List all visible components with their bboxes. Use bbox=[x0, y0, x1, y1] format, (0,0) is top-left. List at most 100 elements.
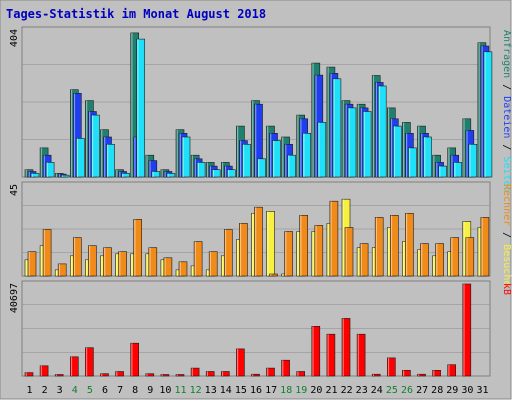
bar-kb-day-2 bbox=[39, 365, 49, 377]
bar-rechner-day-15 bbox=[239, 223, 248, 277]
panel-mid: 45 Rechner / Besuche bbox=[9, 181, 512, 286]
x-label-day-11: 11 bbox=[174, 385, 186, 396]
bar-highlight bbox=[448, 364, 450, 376]
bar-highlight bbox=[360, 243, 362, 276]
bar-rechner-day-22 bbox=[344, 227, 354, 277]
bar-highlight bbox=[372, 75, 374, 177]
bar-highlight bbox=[107, 144, 109, 177]
bar-highlight bbox=[104, 247, 106, 276]
bar-highlight bbox=[89, 111, 91, 177]
bar-kb-day-18 bbox=[281, 359, 290, 377]
bar-rechner-day-16 bbox=[254, 206, 263, 277]
bar-highlight bbox=[179, 261, 181, 276]
bar-seiten-day-10 bbox=[166, 173, 176, 178]
x-label-day-6: 6 bbox=[102, 385, 108, 396]
bar-highlight bbox=[119, 251, 121, 276]
bar-highlight bbox=[330, 73, 332, 177]
bar-highlight bbox=[312, 63, 314, 177]
x-label-day-26: 26 bbox=[401, 385, 413, 396]
bar-highlight bbox=[288, 155, 290, 177]
bar-highlight bbox=[318, 122, 320, 177]
bar-highlight bbox=[285, 144, 287, 177]
x-axis-labels: 1 2 3 4 5 6 7 8 9 10 11 12 13 14 15 16 17 18 19 20 21 22 23 24 2… bbox=[26, 385, 488, 396]
bar-highlight bbox=[330, 201, 332, 276]
bar-rechner-day-3 bbox=[57, 263, 67, 277]
bar-rechner-day-10 bbox=[163, 257, 173, 277]
bar-seiten-day-7 bbox=[121, 173, 130, 178]
bar-highlight bbox=[243, 144, 245, 177]
bar-highlight bbox=[466, 130, 468, 177]
x-label-day-20: 20 bbox=[310, 385, 322, 396]
bar-highlight bbox=[46, 162, 48, 177]
bar-highlight bbox=[131, 343, 133, 376]
bar-highlight bbox=[70, 255, 73, 276]
x-label-day-31: 31 bbox=[476, 385, 488, 396]
bar-highlight bbox=[342, 100, 344, 177]
x-label-day-5: 5 bbox=[87, 385, 93, 396]
bar-highlight bbox=[255, 207, 257, 276]
bar-highlight bbox=[164, 257, 166, 276]
bar-highlight bbox=[451, 237, 453, 276]
bar-highlight bbox=[176, 129, 178, 177]
bar-highlight bbox=[55, 173, 57, 177]
legend-entry: Rechner bbox=[501, 184, 512, 226]
chart-title: Tages-Statistik im Monat August 2018 bbox=[6, 7, 266, 21]
panel-top: 404 Anfragen / Dateien / Seiten bbox=[9, 26, 512, 193]
bar-highlight bbox=[161, 374, 163, 376]
bar-kb-day-20 bbox=[311, 325, 321, 377]
bar-highlight bbox=[421, 243, 423, 276]
bar-rechner-day-27 bbox=[420, 243, 429, 277]
bar-highlight bbox=[463, 118, 465, 177]
bar-highlight bbox=[146, 155, 148, 177]
bar-highlight bbox=[282, 274, 284, 276]
bar-kb-day-6 bbox=[100, 373, 109, 377]
bar-seiten-day-2 bbox=[45, 162, 55, 178]
legend-entry: / bbox=[501, 138, 512, 156]
bar-kb-day-29 bbox=[447, 364, 457, 377]
bar-highlight bbox=[92, 115, 94, 177]
bar-highlight bbox=[300, 215, 302, 276]
bar-seiten-day-20 bbox=[317, 122, 327, 178]
bar-highlight bbox=[252, 213, 254, 276]
x-label-day-19: 19 bbox=[295, 385, 307, 396]
bar-kb-day-9 bbox=[145, 373, 155, 377]
bar-highlight bbox=[267, 211, 269, 276]
bar-rechner-day-1 bbox=[27, 251, 37, 277]
x-label-day-8: 8 bbox=[132, 385, 138, 396]
bar-highlight bbox=[463, 284, 465, 376]
bar-seiten-day-14 bbox=[227, 169, 236, 178]
bar-highlight bbox=[146, 373, 148, 376]
bar-highlight bbox=[433, 370, 435, 376]
bar-rechner-day-2 bbox=[42, 229, 52, 277]
bar-rechner-day-31 bbox=[480, 217, 490, 277]
bar-highlight bbox=[122, 173, 124, 177]
bar-highlight bbox=[58, 174, 60, 177]
bar-highlight bbox=[176, 374, 178, 376]
bar-kb-day-22 bbox=[341, 318, 351, 377]
bar-kb-day-7 bbox=[115, 371, 124, 377]
bar-highlight bbox=[345, 227, 347, 276]
bar-rechner-day-6 bbox=[103, 247, 112, 277]
x-label-day-21: 21 bbox=[325, 385, 337, 396]
bar-highlight bbox=[451, 155, 453, 177]
bar-highlight bbox=[270, 133, 272, 177]
panel-bot: 40697 kB bbox=[9, 280, 512, 377]
bar-highlight bbox=[167, 173, 169, 177]
legend-entry: kB bbox=[501, 283, 512, 295]
x-label-day-2: 2 bbox=[42, 385, 48, 396]
bar-highlight bbox=[70, 356, 73, 376]
bar-highlight bbox=[448, 147, 450, 177]
bar-kb-day-16 bbox=[251, 373, 260, 377]
bar-highlight bbox=[28, 171, 30, 177]
bar-kb-day-21 bbox=[326, 333, 336, 377]
bar-highlight bbox=[134, 137, 136, 177]
bar-highlight bbox=[206, 269, 208, 276]
bar-highlight bbox=[182, 137, 184, 177]
bar-kb-day-1 bbox=[24, 372, 34, 377]
bar-highlight bbox=[191, 368, 193, 376]
bar-highlight bbox=[137, 39, 139, 177]
bar-seiten-day-3 bbox=[60, 174, 70, 178]
legend-entry: Dateien bbox=[501, 96, 512, 138]
bar-seiten-day-18 bbox=[287, 154, 296, 178]
bar-highlight bbox=[387, 227, 390, 276]
